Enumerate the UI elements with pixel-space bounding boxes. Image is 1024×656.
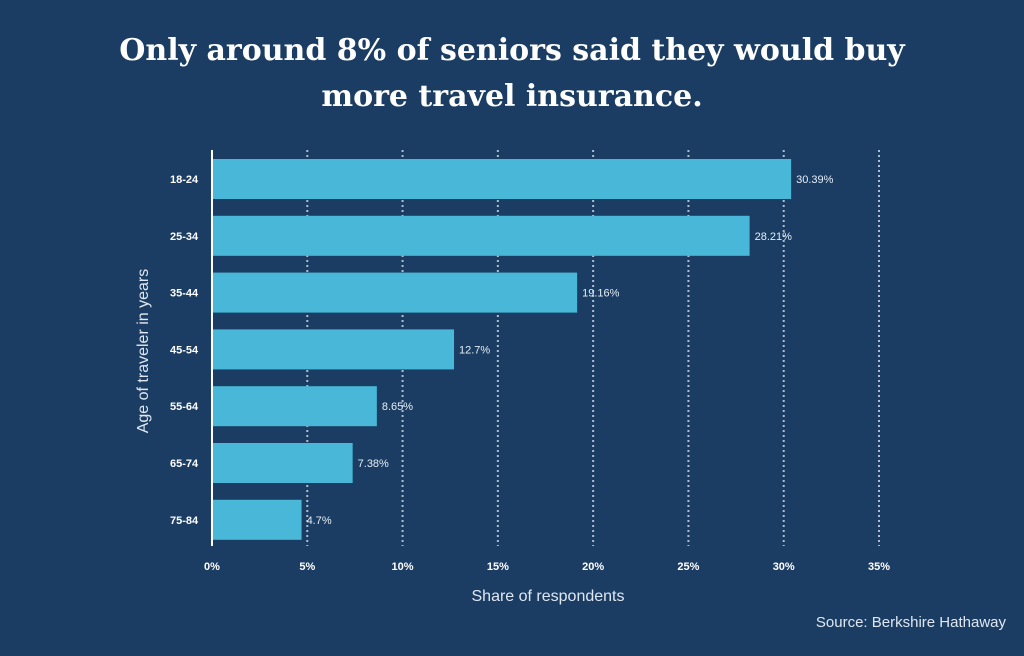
category-label-75-84: 75-84 [170, 515, 199, 527]
value-label-25-34: 28.21% [755, 231, 793, 243]
value-label-75-84: 4.7% [307, 515, 332, 527]
x-tick-label-20: 20% [582, 561, 604, 573]
bar-45-54 [212, 329, 455, 370]
bar-18-24 [212, 159, 792, 199]
x-tick-label-0: 0% [204, 561, 220, 573]
value-label-18-24: 30.39% [796, 174, 834, 186]
source-note: Source: Berkshire Hathaway [815, 614, 1006, 631]
chart-title-line-2: more travel insurance. [321, 79, 703, 114]
bar-35-44 [212, 272, 578, 313]
x-tick-label-35: 35% [868, 561, 890, 573]
x-tick-label-15: 15% [487, 561, 509, 573]
value-label-45-54: 12.7% [459, 344, 490, 356]
category-label-65-74: 65-74 [170, 458, 199, 470]
category-label-35-44: 35-44 [170, 288, 199, 300]
x-tick-label-25: 25% [677, 561, 699, 573]
value-label-55-64: 8.65% [382, 401, 413, 413]
bar-25-34 [212, 215, 750, 256]
chart-title-line-1: Only around 8% of seniors said they woul… [119, 33, 905, 68]
category-label-55-64: 55-64 [170, 401, 199, 413]
value-label-35-44: 19.16% [582, 288, 620, 300]
y-axis-label: Age of traveler in years [135, 269, 152, 434]
bar-55-64 [212, 386, 377, 427]
x-axis-label: Share of respondents [472, 588, 625, 605]
value-label-65-74: 7.38% [358, 458, 389, 470]
bar-75-84 [212, 499, 302, 540]
category-label-25-34: 25-34 [170, 231, 199, 243]
bar-65-74 [212, 443, 353, 483]
category-label-18-24: 18-24 [170, 174, 199, 186]
x-tick-label-30: 30% [773, 561, 795, 573]
chart-title: Only around 8% of seniors said they woul… [0, 28, 1024, 120]
x-tick-label-10: 10% [392, 561, 414, 573]
category-label-45-54: 45-54 [170, 344, 199, 356]
x-tick-label-5: 5% [299, 561, 315, 573]
